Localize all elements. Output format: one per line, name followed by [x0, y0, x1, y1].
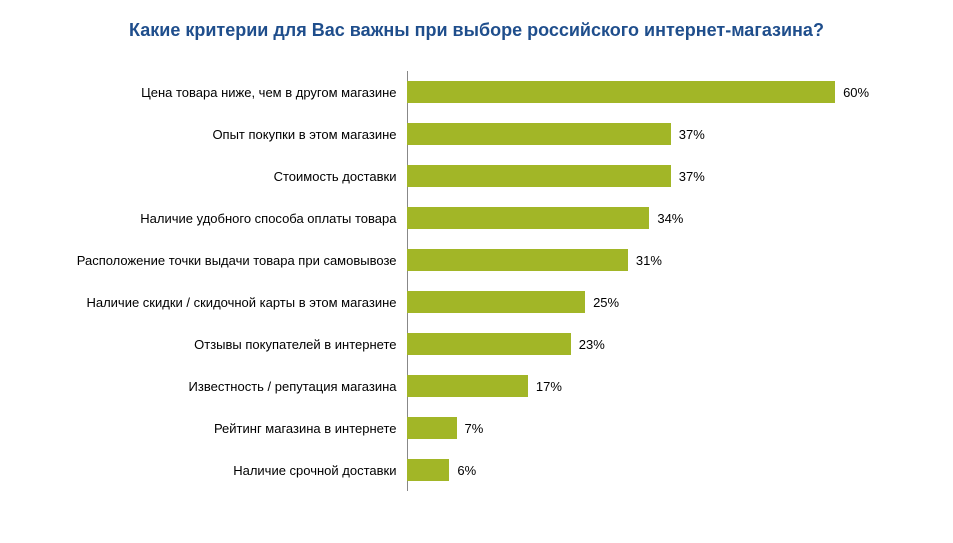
bar-value: 31% [628, 253, 662, 268]
bar-value: 37% [671, 127, 705, 142]
bar-track: 25% [407, 281, 917, 323]
bar-value: 23% [571, 337, 605, 352]
bar-row: Рейтинг магазина в интернете 7% [37, 407, 917, 449]
bar-value: 37% [671, 169, 705, 184]
bar-track: 23% [407, 323, 917, 365]
bar-value: 17% [528, 379, 562, 394]
bar-row: Наличие скидки / скидочной карты в этом … [37, 281, 917, 323]
bar-track: 17% [407, 365, 917, 407]
bar-chart: Цена товара ниже, чем в другом магазине … [37, 71, 917, 491]
category-label: Отзывы покупателей в интернете [37, 337, 407, 352]
bar [407, 81, 836, 103]
bar-row: Отзывы покупателей в интернете 23% [37, 323, 917, 365]
category-label: Расположение точки выдачи товара при сам… [37, 253, 407, 268]
bar-row: Наличие срочной доставки 6% [37, 449, 917, 491]
bar [407, 291, 586, 313]
bar [407, 249, 628, 271]
category-label: Наличие удобного способа оплаты товара [37, 211, 407, 226]
bar-value: 7% [457, 421, 484, 436]
category-label: Наличие срочной доставки [37, 463, 407, 478]
bar-row: Известность / репутация магазина 17% [37, 365, 917, 407]
bar [407, 459, 450, 481]
category-label: Стоимость доставки [37, 169, 407, 184]
bar [407, 375, 528, 397]
bar-track: 7% [407, 407, 917, 449]
bar-track: 31% [407, 239, 917, 281]
bar [407, 165, 671, 187]
bar-row: Опыт покупки в этом магазине 37% [37, 113, 917, 155]
category-label: Рейтинг магазина в интернете [37, 421, 407, 436]
bar-track: 60% [407, 71, 917, 113]
bar [407, 333, 571, 355]
chart-title: Какие критерии для Вас важны при выборе … [0, 0, 953, 51]
bar-row: Стоимость доставки 37% [37, 155, 917, 197]
bar-track: 37% [407, 113, 917, 155]
category-label: Опыт покупки в этом магазине [37, 127, 407, 142]
bar [407, 417, 457, 439]
bar-value: 34% [649, 211, 683, 226]
bar-row: Наличие удобного способа оплаты товара 3… [37, 197, 917, 239]
category-label: Цена товара ниже, чем в другом магазине [37, 85, 407, 100]
bar-value: 25% [585, 295, 619, 310]
bar-value: 60% [835, 85, 869, 100]
bar-row: Цена товара ниже, чем в другом магазине … [37, 71, 917, 113]
bar-track: 34% [407, 197, 917, 239]
bar-row: Расположение точки выдачи товара при сам… [37, 239, 917, 281]
category-label: Известность / репутация магазина [37, 379, 407, 394]
bar-value: 6% [449, 463, 476, 478]
bar-track: 6% [407, 449, 917, 491]
bar [407, 123, 671, 145]
bar [407, 207, 650, 229]
category-label: Наличие скидки / скидочной карты в этом … [37, 295, 407, 310]
bar-track: 37% [407, 155, 917, 197]
